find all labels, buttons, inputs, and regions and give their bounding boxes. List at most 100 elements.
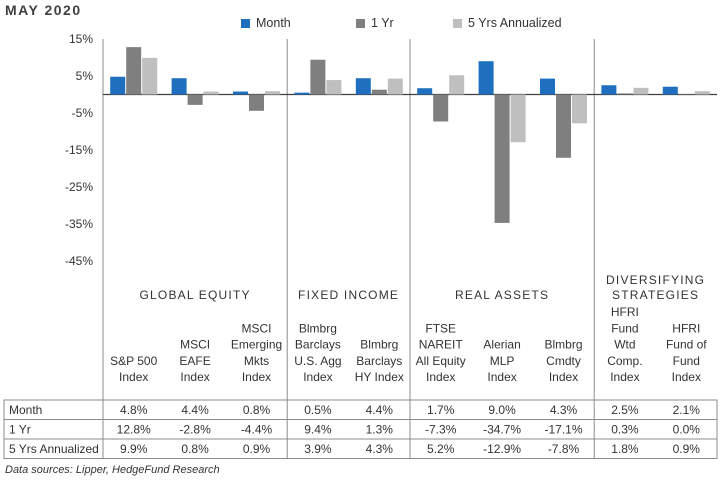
table-cell: 4.3% bbox=[550, 403, 578, 417]
y-tick-label: 5% bbox=[76, 69, 94, 83]
bar-5-yrs-annualized bbox=[633, 87, 649, 95]
group-label: GLOBAL EQUITY bbox=[140, 288, 251, 302]
category-label: Index bbox=[303, 370, 332, 384]
y-tick-label: 15% bbox=[69, 32, 93, 46]
category-label: NAREIT bbox=[419, 338, 464, 352]
category-label: Blmbrg bbox=[299, 321, 337, 335]
group-label: FIXED INCOME bbox=[298, 288, 399, 302]
table-row-label: 1 Yr bbox=[9, 423, 31, 437]
category-label: Fund bbox=[611, 321, 638, 335]
table-cell: 0.9% bbox=[673, 442, 701, 456]
bar-1-yr bbox=[187, 94, 203, 105]
bar-month bbox=[662, 86, 678, 95]
table-cell: 0.5% bbox=[304, 403, 332, 417]
table-cell: 1.7% bbox=[427, 403, 455, 417]
legend-item-1yr: 1 Yr bbox=[356, 16, 394, 30]
table-cell: 0.9% bbox=[243, 442, 271, 456]
bar-month bbox=[233, 91, 248, 95]
bar-1-yr bbox=[617, 93, 633, 95]
table-cell: 9.9% bbox=[120, 442, 148, 456]
bar-5-yrs-annualized bbox=[265, 91, 280, 95]
table-cell: 4.3% bbox=[366, 442, 394, 456]
table-cell: -7.3% bbox=[425, 423, 457, 437]
category-label: Emerging bbox=[231, 338, 282, 352]
bar-5-yrs-annualized bbox=[387, 78, 403, 95]
bar-1-yr bbox=[494, 94, 510, 223]
category-label: All Equity bbox=[416, 354, 466, 368]
legend-item-month: Month bbox=[241, 16, 291, 30]
bar-month bbox=[294, 92, 310, 95]
table-cell: 9.4% bbox=[304, 423, 332, 437]
category-label: Fund bbox=[673, 354, 700, 368]
bar-month bbox=[355, 78, 371, 95]
category-label: HFRI bbox=[672, 321, 700, 335]
table-cell: 2.1% bbox=[673, 403, 701, 417]
category-label: U.S. Agg bbox=[294, 354, 341, 368]
bar-1-yr bbox=[310, 59, 326, 95]
category-label: Index bbox=[242, 370, 271, 384]
bar-month bbox=[110, 76, 126, 95]
table-row-label: Month bbox=[9, 403, 42, 417]
category-label: FTSE bbox=[425, 321, 456, 335]
category-label: Blmbrg bbox=[544, 338, 582, 352]
category-label: HY Index bbox=[355, 370, 404, 384]
category-label: Cmdty bbox=[546, 354, 581, 368]
bar-1-yr bbox=[433, 94, 449, 122]
legend: Month 1 Yr 5 Yrs Annualized bbox=[0, 16, 720, 30]
bar-1-yr bbox=[556, 94, 571, 158]
bar-5-yrs-annualized bbox=[572, 94, 587, 124]
table-cell: -12.9% bbox=[483, 442, 521, 456]
category-label: Index bbox=[549, 370, 578, 384]
category-label: EAFE bbox=[179, 354, 210, 368]
table-cell: 1.8% bbox=[611, 442, 639, 456]
y-tick-label: -45% bbox=[65, 254, 93, 268]
table-cell: 4.4% bbox=[366, 403, 394, 417]
table-cell: 4.8% bbox=[120, 403, 148, 417]
y-tick-label: -25% bbox=[65, 180, 93, 194]
bar-5-yrs-annualized bbox=[510, 94, 526, 143]
bar-month bbox=[171, 78, 187, 95]
category-label: MSCI bbox=[242, 321, 272, 335]
group-label: DIVERSIFYING bbox=[606, 273, 705, 287]
legend-label-1yr: 1 Yr bbox=[371, 16, 394, 30]
category-label: Index bbox=[119, 370, 148, 384]
y-tick-label: -5% bbox=[72, 106, 94, 120]
category-label: Mkts bbox=[244, 354, 269, 368]
category-label: Barclays bbox=[356, 354, 402, 368]
bar-5-yrs-annualized bbox=[694, 91, 710, 95]
bar-month bbox=[417, 88, 433, 95]
group-label: STRATEGIES bbox=[612, 288, 699, 302]
category-label: Index bbox=[487, 370, 516, 384]
bar-5-yrs-annualized bbox=[449, 75, 465, 95]
category-label: Index bbox=[180, 370, 209, 384]
legend-swatch-5yr bbox=[453, 18, 462, 28]
category-label: MLP bbox=[490, 354, 515, 368]
table-cell: 3.9% bbox=[304, 442, 332, 456]
table-cell: 0.0% bbox=[673, 423, 701, 437]
legend-label-month: Month bbox=[256, 16, 291, 30]
table-cell: -4.4% bbox=[241, 423, 273, 437]
category-label: Index bbox=[610, 370, 639, 384]
table-cell: 12.8% bbox=[117, 423, 151, 437]
bar-1-yr bbox=[126, 47, 142, 95]
bar-1-yr bbox=[249, 94, 264, 111]
category-label: MSCI bbox=[180, 338, 210, 352]
table-cell: 0.8% bbox=[243, 403, 271, 417]
y-tick-label: -35% bbox=[65, 217, 93, 231]
bar-month bbox=[601, 85, 617, 95]
bar-month bbox=[478, 61, 494, 95]
category-label: S&P 500 bbox=[110, 354, 157, 368]
legend-label-5yr: 5 Yrs Annualized bbox=[468, 16, 562, 30]
table-cell: 4.4% bbox=[181, 403, 209, 417]
chart-title: MAY 2020 bbox=[5, 2, 82, 18]
data-source-note: Data sources: Lipper, HedgeFund Research bbox=[5, 464, 220, 476]
data-table-border bbox=[3, 399, 718, 459]
table-cell: -34.7% bbox=[483, 423, 521, 437]
bar-month bbox=[540, 78, 555, 95]
table-cell: 9.0% bbox=[488, 403, 516, 417]
table-cell: -2.8% bbox=[179, 423, 211, 437]
legend-swatch-1yr bbox=[356, 18, 365, 28]
table-cell: -7.8% bbox=[548, 442, 580, 456]
table-cell: 0.3% bbox=[611, 423, 639, 437]
